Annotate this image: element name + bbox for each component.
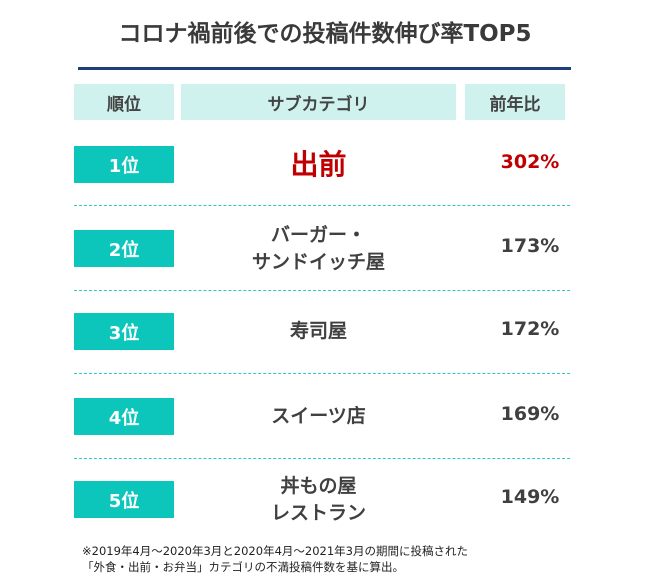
row-divider [74, 458, 570, 459]
category-line: スイーツ店 [271, 405, 366, 427]
category-name: 寿司屋 [181, 299, 456, 364]
category-line: 丼もの屋 [280, 474, 357, 497]
yoy-ratio: 149% [500, 486, 560, 508]
category-line: 寿司屋 [289, 320, 347, 342]
header-category: サブカテゴリ [181, 84, 456, 120]
rank-badge: 3位 [74, 313, 174, 350]
yoy-ratio: 172% [500, 318, 560, 340]
category-line: 出前 [290, 148, 347, 181]
rank-badge: 1位 [74, 146, 174, 183]
row-divider [74, 205, 570, 206]
yoy-ratio: 169% [500, 403, 560, 425]
header-ratio: 前年比 [465, 84, 565, 120]
rank-badge: 2位 [74, 230, 174, 267]
category-name: 出前 [181, 132, 456, 197]
footnote-line: ※2019年4月～2020年3月と2020年4月～2021年3月の期間に投稿され… [82, 544, 468, 558]
category-name: バーガー・サンドイッチ屋 [181, 216, 456, 281]
footnote-line: 「外食・出前・お弁当」カテゴリの不満投稿件数を基に算出。 [82, 560, 404, 574]
page-title: コロナ禍前後での投稿件数伸び率TOP5 [118, 21, 532, 47]
header-rank: 順位 [74, 84, 174, 120]
category-line: レストラン [270, 501, 366, 524]
title-divider [78, 67, 571, 70]
row-divider [74, 290, 570, 291]
category-name: スイーツ店 [181, 384, 456, 449]
footnote: ※2019年4月～2020年3月と2020年4月～2021年3月の期間に投稿され… [82, 543, 468, 575]
yoy-ratio: 302% [500, 151, 560, 173]
category-line: サンドイッチ屋 [251, 250, 385, 273]
yoy-ratio: 173% [500, 235, 560, 257]
category-line: バーガー・ [270, 223, 366, 246]
row-divider [74, 373, 570, 374]
rank-badge: 5位 [74, 481, 174, 518]
rank-badge: 4位 [74, 398, 174, 435]
category-name: 丼もの屋 レストラン [181, 467, 456, 532]
